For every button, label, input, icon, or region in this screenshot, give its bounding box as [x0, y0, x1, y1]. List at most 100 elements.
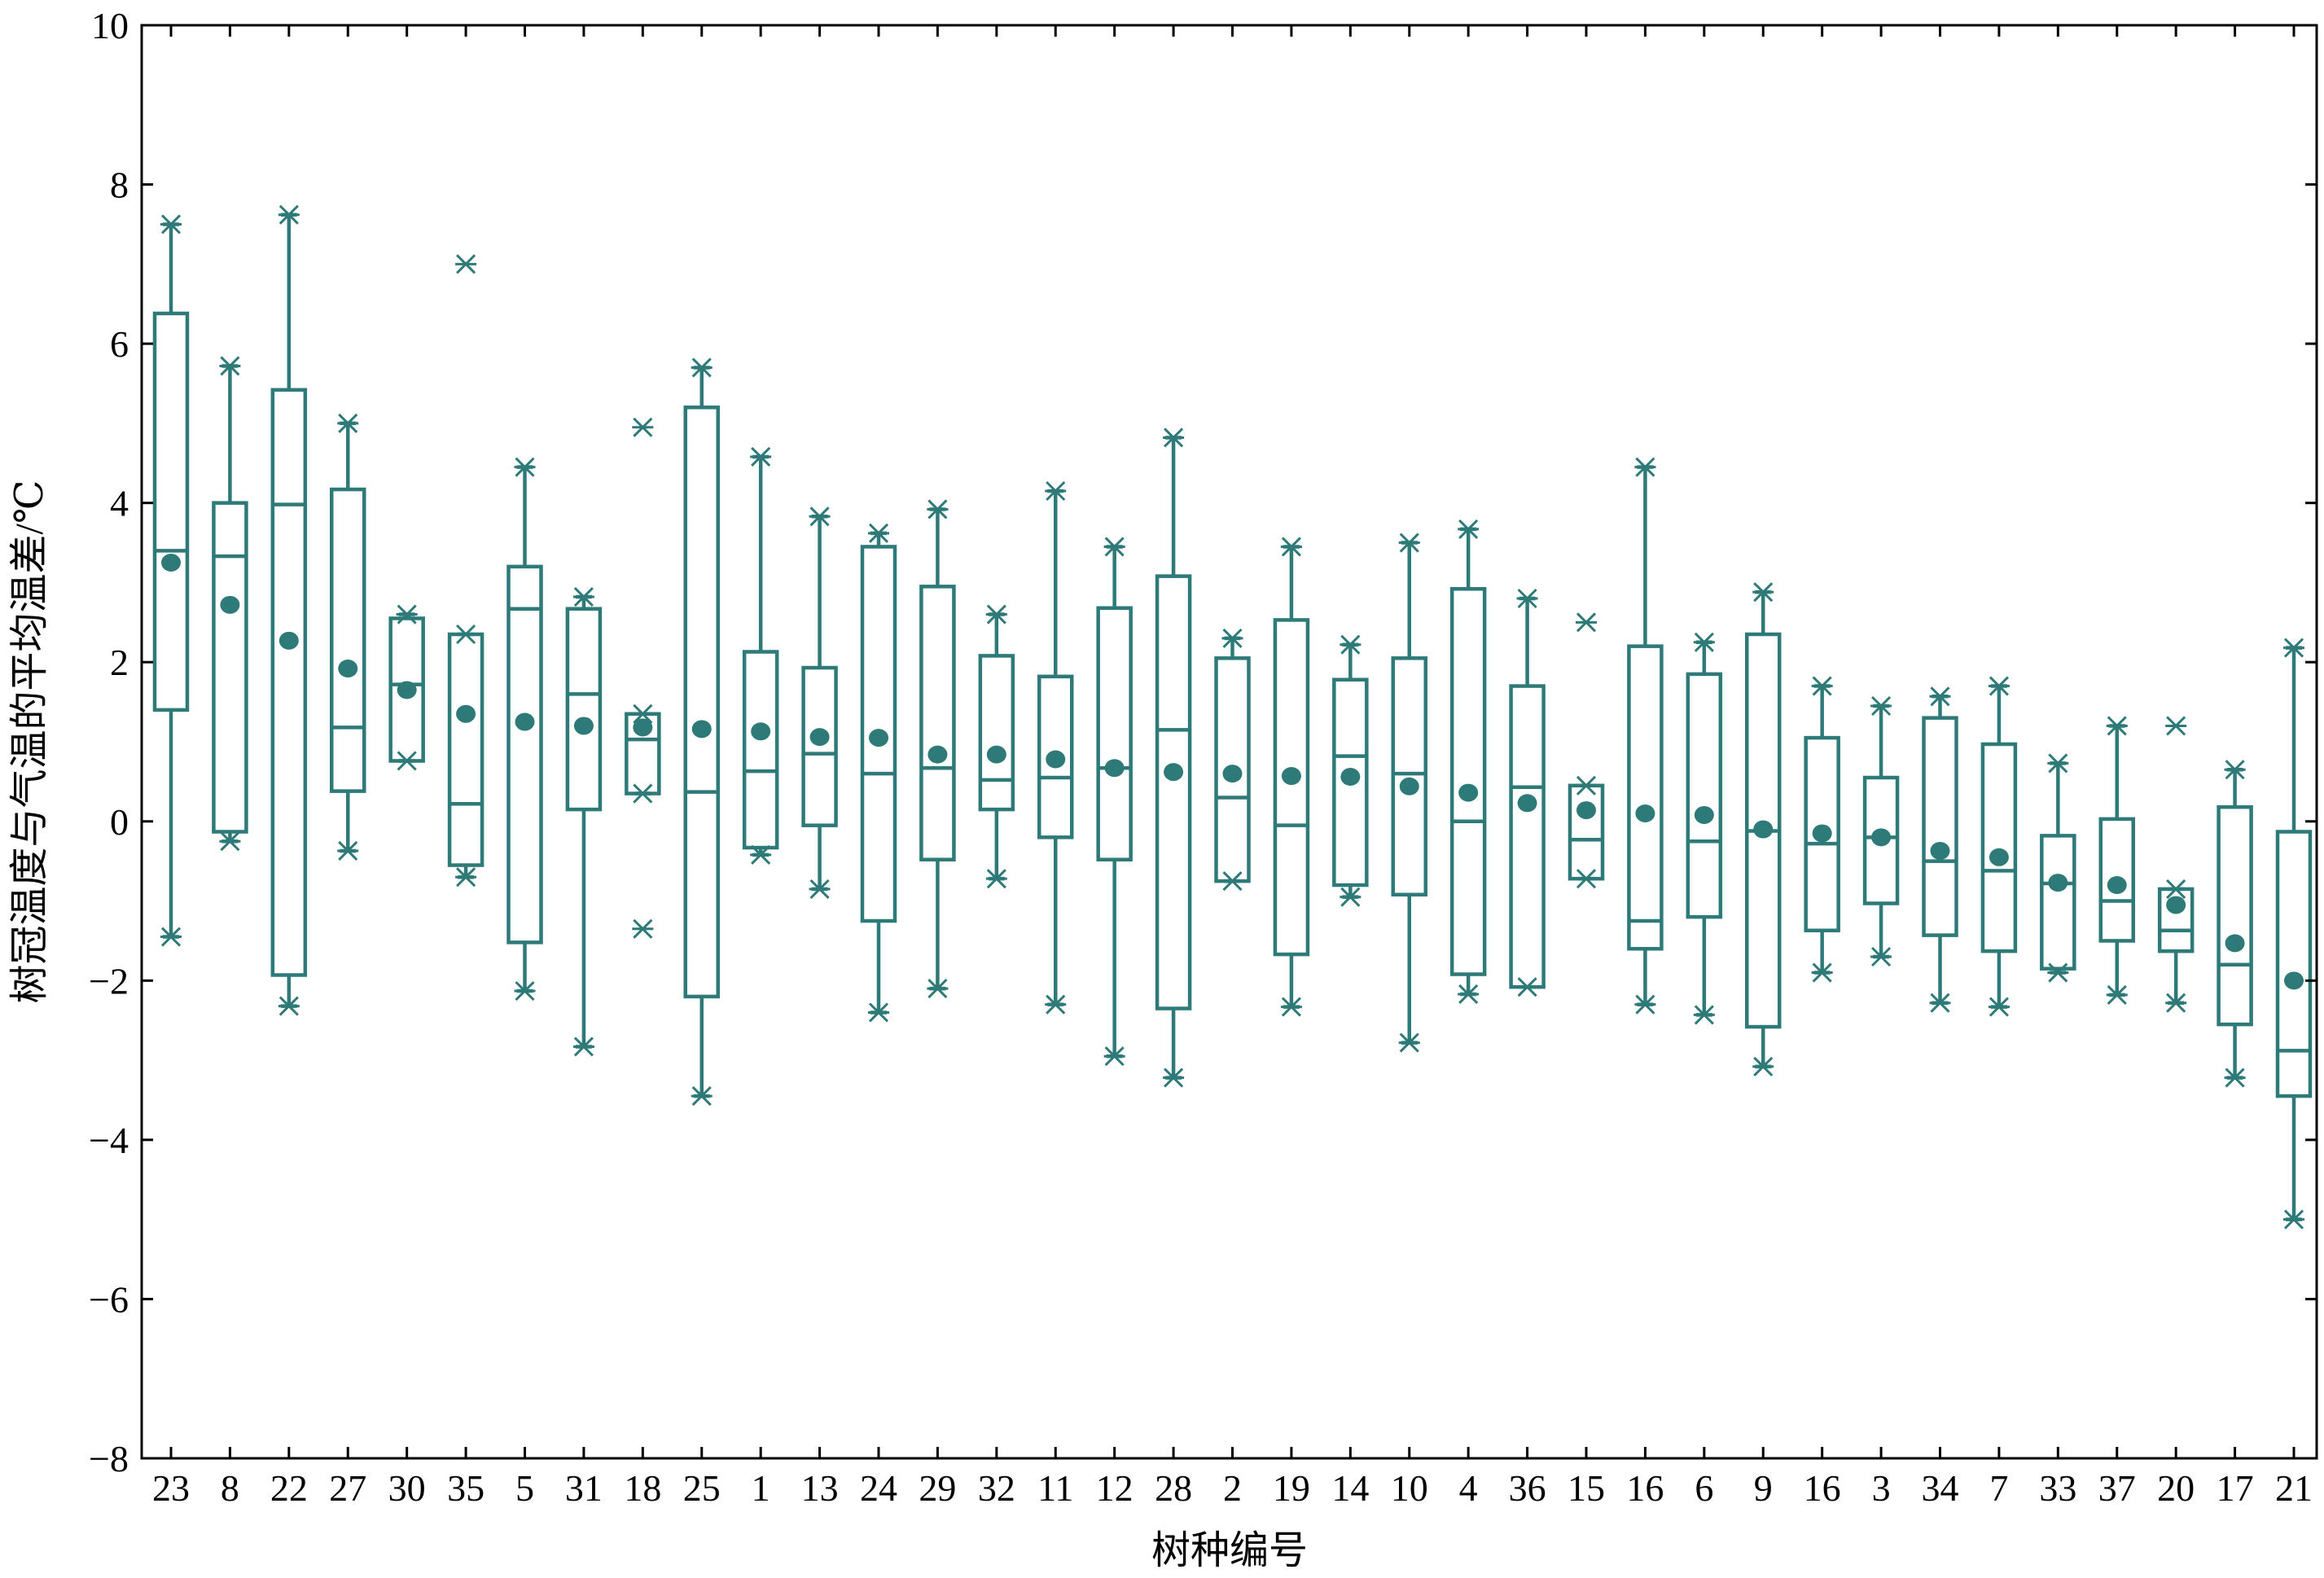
- box-group-33: [2040, 753, 2076, 983]
- box-group-31: [565, 586, 603, 1057]
- whisker-high-marker: [1988, 676, 2010, 696]
- whisker-low-marker: [514, 980, 536, 1002]
- x-tick-label: 28: [1155, 1467, 1192, 1509]
- whisker-high-marker: [691, 357, 713, 378]
- x-axis-title: 树种编号: [1151, 1529, 1308, 1572]
- whisker-low-marker: [1221, 871, 1243, 892]
- box-group-19: [1273, 537, 1310, 1017]
- mean-point: [220, 595, 240, 614]
- x-tick-label: 18: [624, 1467, 661, 1509]
- x-tick-label: 8: [221, 1467, 239, 1509]
- outlier-marker: [632, 417, 654, 437]
- box: [447, 632, 485, 867]
- whisker-high-marker: [1045, 480, 1067, 502]
- x-tick-label: 36: [1509, 1467, 1546, 1509]
- whisker-high-marker: [1280, 537, 1302, 557]
- mean-point: [1458, 783, 1479, 802]
- box-group-5: [506, 457, 543, 1002]
- whisker-high-marker: [455, 624, 477, 645]
- x-tick-label: 29: [919, 1467, 956, 1509]
- box: [919, 585, 956, 861]
- x-tick-label: 32: [978, 1467, 1015, 1509]
- x-tick-label: 15: [1568, 1467, 1605, 1509]
- mean-point: [1812, 824, 1832, 843]
- whisker-low-marker: [1045, 994, 1067, 1015]
- box: [330, 487, 366, 793]
- whisker-high-marker: [2047, 753, 2069, 774]
- whisker-high-marker: [1693, 632, 1715, 652]
- whisker-low-marker: [219, 831, 241, 852]
- whisker-high-marker: [1103, 537, 1125, 557]
- x-tick-label: 21: [2275, 1467, 2313, 1509]
- x-tick-label: 24: [860, 1467, 897, 1509]
- x-tick-label: 11: [1037, 1467, 1073, 1509]
- box-group-30: [388, 604, 425, 771]
- mean-point: [1222, 765, 1243, 783]
- box: [860, 545, 897, 923]
- mean-point: [1046, 750, 1066, 769]
- whisker-low-marker: [809, 879, 831, 899]
- mean-point: [338, 660, 358, 678]
- box: [152, 311, 190, 712]
- box: [1155, 574, 1192, 1010]
- x-tick-label: 17: [2217, 1467, 2254, 1509]
- x-tick-label: 16: [1804, 1467, 1841, 1509]
- whisker-low-marker: [1634, 994, 1656, 1015]
- box-group-28: [1155, 427, 1192, 1088]
- box: [1037, 674, 1074, 839]
- mean-point: [278, 631, 299, 650]
- box-group-27: [330, 413, 366, 861]
- box-group-9: [1745, 582, 1782, 1076]
- mean-point: [1281, 767, 1301, 786]
- mean-point: [1399, 777, 1419, 796]
- whisker-high-marker: [1870, 695, 1892, 717]
- whisker-high-marker: [278, 204, 300, 225]
- x-tick-label: 13: [801, 1467, 839, 1509]
- whisker-high-marker: [927, 499, 949, 519]
- mean-point: [1989, 848, 2009, 866]
- whisker-low-marker: [396, 751, 418, 771]
- mean-point: [2107, 876, 2127, 894]
- x-tick-label: 10: [1391, 1467, 1428, 1509]
- whisker-low-marker: [1163, 1067, 1185, 1088]
- x-tick-label: 30: [388, 1467, 426, 1509]
- y-tick-label: −6: [89, 1278, 129, 1320]
- mean-point: [1104, 759, 1125, 778]
- whisker-high-marker: [809, 506, 831, 527]
- x-tick-label: 9: [1754, 1467, 1773, 1509]
- box: [1273, 618, 1310, 957]
- box: [1391, 656, 1427, 896]
- box: [1568, 783, 1605, 881]
- whisker-low-marker: [2047, 962, 2069, 983]
- x-tick-label: 3: [1872, 1467, 1891, 1509]
- mean-point: [986, 745, 1006, 764]
- box-group-35: [447, 254, 485, 888]
- outlier-marker: [632, 918, 654, 939]
- x-tick-label: 5: [515, 1467, 534, 1509]
- box-group-23: [152, 214, 190, 947]
- box-group-1: [742, 446, 779, 865]
- box-group-4: [1449, 519, 1487, 1005]
- box: [565, 607, 603, 812]
- y-tick-label: −8: [89, 1438, 129, 1479]
- box: [1096, 606, 1133, 861]
- whisker-low-marker: [278, 996, 300, 1016]
- whisker-high-marker: [1752, 582, 1774, 603]
- whisker-low-marker: [632, 783, 654, 804]
- plot-frame: [140, 24, 2318, 1460]
- whisker-high-marker: [2283, 638, 2304, 658]
- box: [1627, 644, 1664, 951]
- mean-point: [397, 681, 417, 699]
- box-plot-marks: [152, 204, 2313, 1230]
- y-axis: 10 8 6 4 2 0 −2 −4 −6 −8: [89, 5, 2317, 1479]
- mean-point: [1694, 805, 1714, 824]
- whisker-low-marker: [868, 1002, 889, 1023]
- whisker-high-marker: [1458, 519, 1480, 539]
- x-tick-label: 12: [1096, 1467, 1133, 1509]
- whisker-low-marker: [1398, 1032, 1420, 1053]
- mean-point: [161, 554, 181, 572]
- whisker-low-marker: [455, 867, 477, 888]
- mean-point: [1340, 768, 1361, 787]
- mean-point: [2284, 971, 2304, 990]
- box-group-15: [1568, 612, 1605, 889]
